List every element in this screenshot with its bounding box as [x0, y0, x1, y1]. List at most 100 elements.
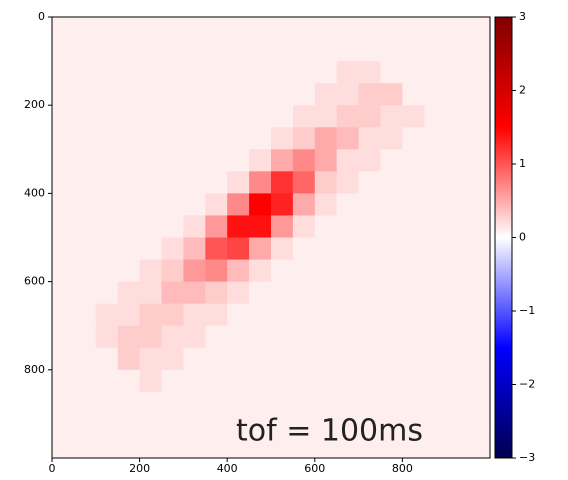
- heatmap-cell: [446, 149, 469, 172]
- heatmap-cell: [380, 347, 403, 371]
- heatmap-cell: [271, 303, 294, 327]
- heatmap-cell: [468, 61, 491, 84]
- heatmap-cell: [95, 413, 119, 437]
- heatmap-cell: [52, 237, 75, 261]
- heatmap-cell: [402, 369, 425, 393]
- y-tick-label: 400: [24, 186, 45, 199]
- heatmap-cell: [424, 259, 447, 283]
- heatmap-cell: [205, 193, 228, 216]
- heatmap-cell: [468, 303, 491, 327]
- heatmap-cell: [117, 61, 141, 84]
- heatmap-cell: [468, 149, 491, 172]
- y-tick-label: 600: [24, 275, 45, 288]
- heatmap-cell: [424, 83, 447, 106]
- heatmap-cell: [336, 281, 360, 305]
- heatmap-cell: [358, 149, 381, 172]
- heatmap-cell: [249, 325, 272, 349]
- heatmap-cell: [139, 17, 162, 40]
- heatmap-cell: [292, 281, 316, 305]
- heatmap-cell: [314, 259, 338, 283]
- heatmap-cell: [380, 171, 403, 194]
- heatmap-cell: [314, 193, 338, 216]
- heatmap-cell: [271, 61, 294, 84]
- heatmap-cell: [95, 83, 119, 106]
- heatmap-cell: [271, 149, 294, 172]
- heatmap-cell: [292, 215, 316, 238]
- heatmap-cell: [205, 369, 228, 393]
- heatmap-cell: [292, 39, 316, 62]
- heatmap-cell: [402, 391, 425, 415]
- heatmap-cell: [117, 391, 141, 415]
- heatmap-cell: [249, 391, 272, 415]
- heatmap-cell: [139, 325, 162, 349]
- heatmap-cell: [292, 193, 316, 216]
- heatmap-cell: [183, 17, 206, 40]
- heatmap-cell: [161, 39, 184, 62]
- heatmap-cell: [314, 303, 338, 327]
- heatmap-cell: [380, 61, 403, 84]
- heatmap-cell: [205, 281, 228, 305]
- heatmap-cell: [380, 413, 403, 437]
- heatmap-cell: [292, 105, 316, 128]
- heatmap-cell: [446, 325, 469, 349]
- heatmap-cell: [249, 171, 272, 194]
- heatmap-cell: [336, 61, 360, 84]
- heatmap-cell: [183, 259, 206, 283]
- heatmap-cell: [424, 303, 447, 327]
- heatmap-cell: [314, 61, 338, 84]
- heatmap-cell: [314, 435, 338, 459]
- heatmap-cell: [95, 237, 119, 261]
- heatmap-cell: [358, 61, 381, 84]
- heatmap-cell: [292, 259, 316, 283]
- heatmap-cell: [161, 61, 184, 84]
- heatmap-cell: [336, 193, 360, 216]
- heatmap-cell: [358, 303, 381, 327]
- heatmap-cell: [402, 17, 425, 40]
- heatmap-cell: [380, 105, 403, 128]
- heatmap-cell: [95, 39, 119, 62]
- heatmap-cell: [380, 303, 403, 327]
- heatmap-cell: [468, 281, 491, 305]
- x-tick-label: 200: [129, 462, 150, 475]
- heatmap-cell: [402, 347, 425, 371]
- heatmap-cell: [446, 259, 469, 283]
- heatmap-cell: [117, 325, 141, 349]
- heatmap-cell: [271, 83, 294, 106]
- heatmap-cell: [183, 149, 206, 172]
- heatmap-cell: [446, 413, 469, 437]
- heatmap-cell: [358, 325, 381, 349]
- heatmap-cell: [402, 171, 425, 194]
- heatmap-cell: [402, 259, 425, 283]
- heatmap-cell: [227, 237, 250, 261]
- heatmap-cell: [183, 325, 206, 349]
- heatmap-cell: [271, 127, 294, 150]
- heatmap-cell: [249, 17, 272, 40]
- heatmap-cell: [205, 259, 228, 283]
- heatmap-cell: [139, 391, 162, 415]
- heatmap-cell: [227, 215, 250, 238]
- heatmap-cell: [336, 413, 360, 437]
- heatmap-cell: [95, 303, 119, 327]
- heatmap-cell: [271, 369, 294, 393]
- heatmap-cell: [161, 391, 184, 415]
- heatmap-cell: [336, 259, 360, 283]
- heatmap-cell: [249, 105, 272, 128]
- heatmap-cell: [183, 193, 206, 216]
- heatmap-cell: [249, 303, 272, 327]
- heatmap-cell: [52, 149, 75, 172]
- heatmap-cell: [183, 39, 206, 62]
- heatmap-cell: [292, 17, 316, 40]
- heatmap-cell: [446, 435, 469, 459]
- heatmap-cell: [271, 39, 294, 62]
- x-tick-label: 600: [304, 462, 325, 475]
- heatmap-cell: [183, 83, 206, 106]
- heatmap-cell: [95, 325, 119, 349]
- heatmap-cell: [358, 391, 381, 415]
- heatmap-cell: [205, 237, 228, 261]
- heatmap-cell: [227, 347, 250, 371]
- heatmap-cell: [292, 435, 316, 459]
- heatmap-cell: [139, 149, 162, 172]
- heatmap-cell: [424, 193, 447, 216]
- heatmap-cell: [139, 435, 162, 459]
- heatmap-cell: [183, 171, 206, 194]
